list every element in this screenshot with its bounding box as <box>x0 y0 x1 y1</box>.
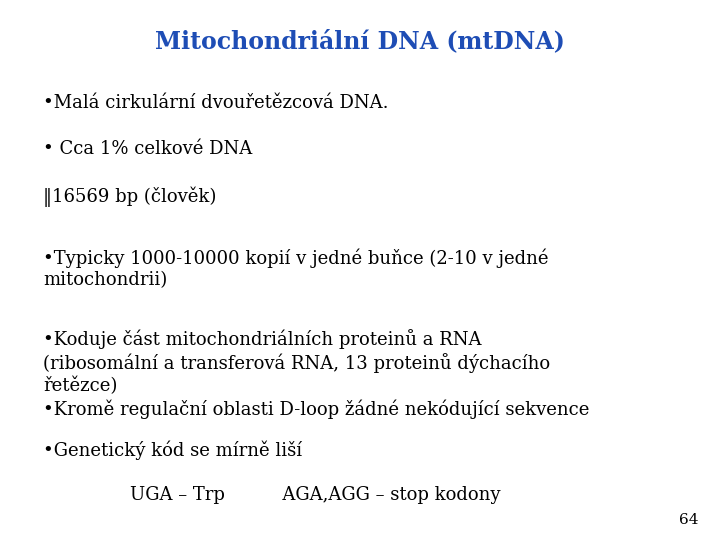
Text: UGA – Trp          AGA,AGG – stop kodony: UGA – Trp AGA,AGG – stop kodony <box>130 486 500 504</box>
Text: •Genetický kód se mírně liší: •Genetický kód se mírně liší <box>43 440 302 460</box>
Text: •Malá cirkulární dvouřetězcová DNA.: •Malá cirkulární dvouřetězcová DNA. <box>43 94 389 112</box>
Text: • Cca 1% celkové DNA: • Cca 1% celkové DNA <box>43 140 253 158</box>
Text: •Typicky 1000-10000 kopií v jedné buňce (2-10 v jedné
mitochondrii): •Typicky 1000-10000 kopií v jedné buňce … <box>43 248 549 289</box>
Text: •Koduje část mitochondriálních proteinů a RNA
(ribosomální a transferová RNA, 13: •Koduje část mitochondriálních proteinů … <box>43 329 590 418</box>
Text: ‖16569 bp (člověk): ‖16569 bp (člověk) <box>43 186 217 207</box>
Text: 64: 64 <box>679 512 698 526</box>
Text: Mitochondriální DNA (mtDNA): Mitochondriální DNA (mtDNA) <box>155 30 565 53</box>
